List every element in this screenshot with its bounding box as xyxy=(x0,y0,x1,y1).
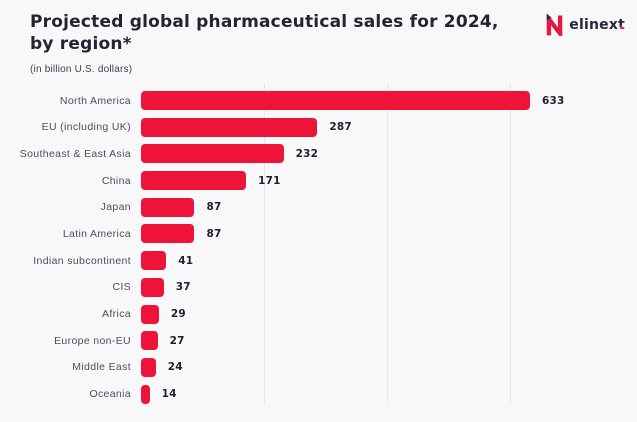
bar xyxy=(141,91,530,110)
value-label: 24 xyxy=(167,361,183,374)
bar-track: 171 xyxy=(141,171,637,191)
chart-row: China 171 xyxy=(0,171,637,191)
value-label: 37 xyxy=(175,281,191,294)
category-label: Japan xyxy=(100,201,131,214)
category-label: Oceania xyxy=(89,388,131,401)
bar xyxy=(141,171,247,191)
chart-row: North America 633 xyxy=(0,91,637,110)
chart-row: Oceania 14 xyxy=(0,384,637,404)
category-label: EU (including UK) xyxy=(41,121,131,134)
bar xyxy=(141,144,284,164)
elinext-logo: elinext xyxy=(545,14,625,36)
value-label: 14 xyxy=(161,388,177,401)
bar-track: 24 xyxy=(141,357,637,377)
bar-track: 14 xyxy=(141,384,637,404)
bar-chart: North America 633 EU (including UK) 287 … xyxy=(0,84,637,410)
category-label: China xyxy=(101,174,131,187)
bar xyxy=(141,331,158,351)
title-line-2: by region* xyxy=(30,34,132,54)
chart-row: Europe non-EU 27 xyxy=(0,331,637,351)
value-label: 27 xyxy=(169,334,185,347)
chart-row: Indian subcontinent 41 xyxy=(0,251,637,271)
category-label: North America xyxy=(59,94,131,107)
bar-track: 37 xyxy=(141,277,637,297)
value-label: 87 xyxy=(206,227,222,240)
chart-row: Middle East 24 xyxy=(0,357,637,377)
bar-track: 29 xyxy=(141,304,637,324)
value-label: 171 xyxy=(258,174,281,187)
chart-row: Latin America 87 xyxy=(0,224,637,244)
bar-track: 87 xyxy=(141,224,637,244)
category-label: Middle East xyxy=(72,361,131,374)
page-title: Projected global pharmaceutical sales fo… xyxy=(30,11,499,55)
bar xyxy=(141,277,164,297)
chart-subtitle: (in billion U.S. dollars) xyxy=(30,64,133,75)
value-label: 41 xyxy=(178,254,194,267)
bar xyxy=(141,251,167,271)
category-label: Southeast & East Asia xyxy=(19,147,131,160)
bar xyxy=(141,117,318,137)
chart-row: Southeast & East Asia 232 xyxy=(0,144,637,164)
chart-row: Africa 29 xyxy=(0,304,637,324)
chart-rows: North America 633 EU (including UK) 287 … xyxy=(0,91,637,404)
bar-track: 27 xyxy=(141,331,637,351)
bar xyxy=(141,384,150,404)
title-line-1: Projected global pharmaceutical sales fo… xyxy=(30,12,499,32)
chart-row: CIS 37 xyxy=(0,277,637,297)
value-label: 287 xyxy=(329,121,352,134)
elinext-logo-text: elinext xyxy=(569,17,625,33)
chart-row: EU (including UK) 287 xyxy=(0,117,637,137)
category-label: CIS xyxy=(112,281,131,294)
bar-track: 232 xyxy=(141,144,637,164)
bar xyxy=(141,197,195,217)
category-label: Africa xyxy=(102,308,131,320)
bar xyxy=(141,304,159,324)
chart-row: Japan 87 xyxy=(0,197,637,217)
value-label: 29 xyxy=(170,308,186,320)
bar-track: 633 xyxy=(141,91,637,110)
value-label: 87 xyxy=(206,201,222,214)
bar xyxy=(141,357,156,377)
value-label: 232 xyxy=(295,147,319,160)
category-label: Europe non-EU xyxy=(54,334,131,347)
value-label: 633 xyxy=(542,94,565,107)
bar-track: 287 xyxy=(141,117,637,137)
bar xyxy=(141,224,195,244)
category-label: Latin America xyxy=(62,227,131,240)
bar-track: 87 xyxy=(141,197,637,217)
category-label: Indian subcontinent xyxy=(33,254,131,267)
elinext-n-icon xyxy=(545,14,564,36)
bar-track: 41 xyxy=(141,251,637,271)
